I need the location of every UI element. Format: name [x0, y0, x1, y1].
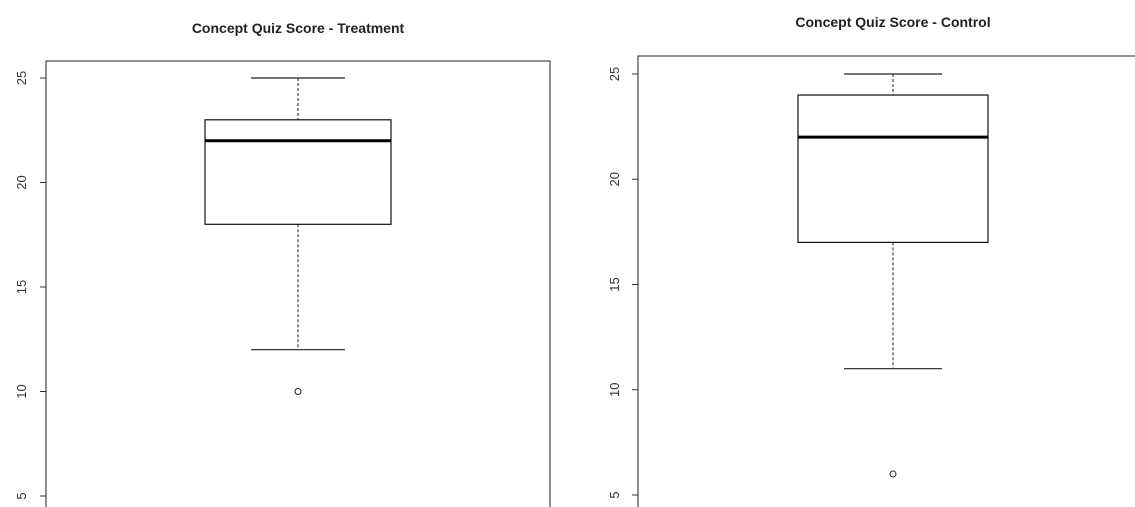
- chart-title: Concept Quiz Score - Treatment: [192, 20, 405, 36]
- iqr-box: [797, 94, 989, 244]
- outlier-point: [294, 388, 302, 395]
- y-tick-label: 25: [14, 71, 29, 85]
- plot-frame: [45, 60, 551, 507]
- y-tick-label: 15: [607, 277, 622, 291]
- plot-frame: [637, 55, 1135, 507]
- boxplot-panel-control: Concept Quiz Score - Control 5 10 15 20 25: [607, 14, 1135, 507]
- chart-title: Concept Quiz Score - Control: [795, 14, 990, 30]
- iqr-box: [204, 119, 392, 225]
- y-tick-label: 15: [14, 280, 29, 294]
- y-tick-label: 25: [607, 67, 622, 81]
- y-tick-label: 10: [607, 383, 622, 397]
- outlier-point: [889, 470, 897, 478]
- y-tick-label: 20: [14, 175, 29, 189]
- y-tick-label: 5: [14, 492, 29, 499]
- y-tick-label: 10: [14, 384, 29, 398]
- y-tick-label: 5: [607, 491, 622, 498]
- boxplot-panel-treatment: Concept Quiz Score - Treatment 5 10 15 20 25: [14, 20, 551, 507]
- y-tick-label: 20: [607, 172, 622, 186]
